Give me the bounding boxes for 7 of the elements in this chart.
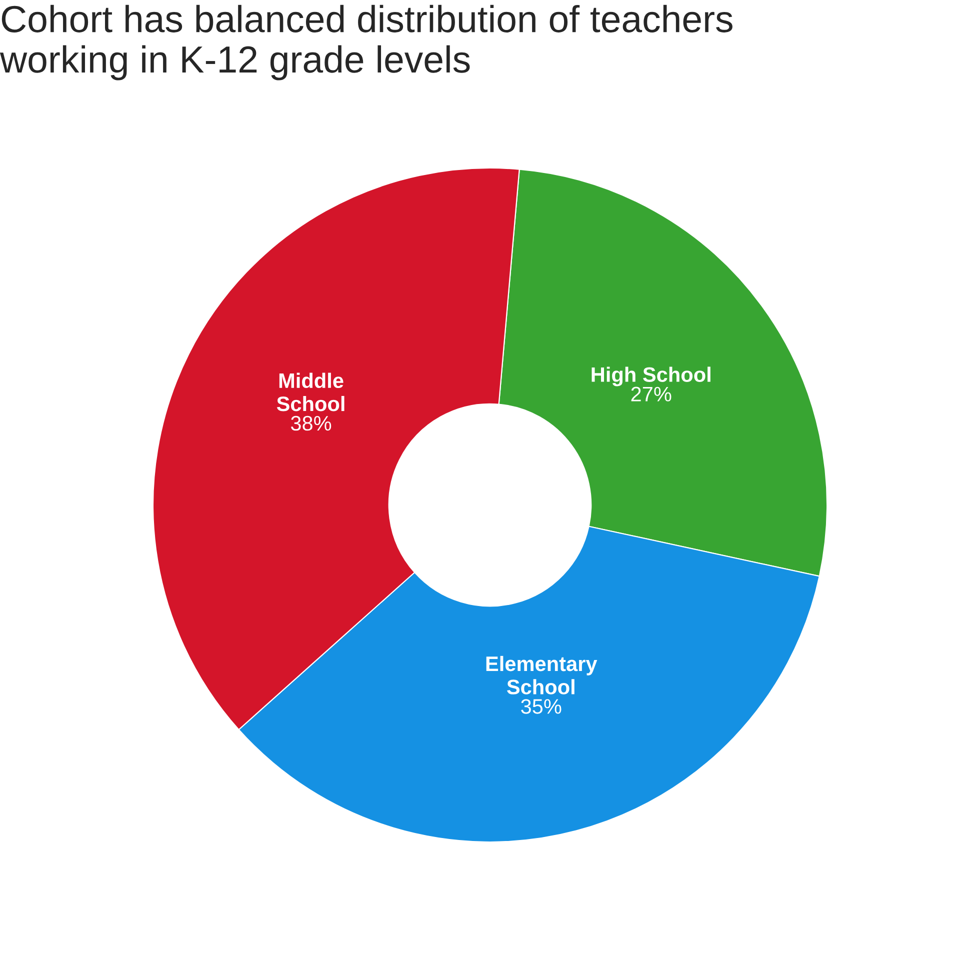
slice-label: Middle School <box>276 372 344 412</box>
slice-label: Elementary School <box>486 656 598 694</box>
data-label: 27% <box>631 386 672 402</box>
data-label: 38% <box>290 416 332 431</box>
chart-title: Cohort has balanced distribution of teachers working in K-12 grade levels <box>0 4 732 80</box>
slice-label: High School <box>592 366 710 386</box>
data-label: 35% <box>521 699 562 714</box>
